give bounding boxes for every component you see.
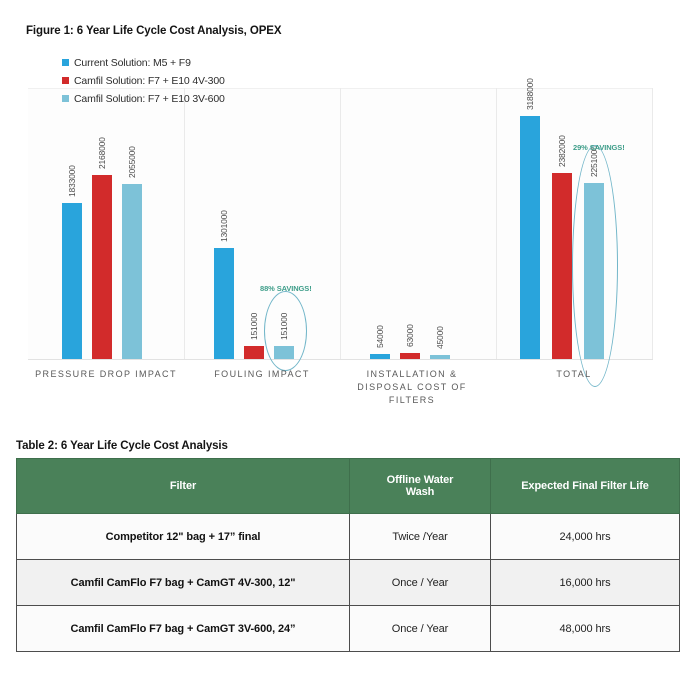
cell-filter: Camfil CamFlo F7 bag + CamGT 4V-300, 12" (16, 559, 350, 606)
cell-life: 16,000 hrs (490, 559, 680, 606)
cell-wash: Once / Year (349, 605, 491, 652)
cell-filter: Camfil CamFlo F7 bag + CamGT 3V-600, 24” (16, 605, 350, 652)
figure-section: Figure 1: 6 Year Life Cycle Cost Analysi… (26, 25, 653, 405)
legend-item: Camfil Solution: F7 + E10 3V-600 (62, 90, 225, 107)
cell-life: 48,000 hrs (490, 605, 680, 652)
column-header-line2: Wash (405, 486, 435, 498)
column-header-offline-water-wash: Offline Water Wash (349, 458, 491, 514)
table-row: Camfil CamFlo F7 bag + CamGT 4V-300, 12"… (16, 559, 680, 606)
legend-label: Camfil Solution: F7 + E10 4V-300 (74, 74, 225, 87)
bar-camfil-3v600 (584, 183, 604, 359)
bar-value-label: 63000 (405, 324, 415, 347)
bar-camfil-4v300 (552, 173, 572, 359)
plot-separator (652, 88, 653, 360)
bar-value-label: 2055000 (127, 146, 137, 178)
bar-group-pressure-drop: 1833000 2168000 2055000 (28, 88, 184, 359)
bar-group-total: 3188000 2382000 2251000 29% SAVINGS! (496, 78, 652, 387)
cell-wash: Twice /Year (349, 513, 491, 560)
column-header-expected-final-filter-life: Expected Final Filter Life (490, 458, 680, 514)
bar-group-fouling: 1301000 151000 151000 88% SAVINGS! (184, 88, 340, 371)
column-header-line1: Offline Water (386, 474, 454, 486)
legend-swatch-icon (62, 77, 69, 84)
bar-camfil-3v600 (274, 346, 294, 359)
bar-camfil-3v600 (430, 355, 450, 359)
category-label-fouling: FOULING IMPACT (214, 369, 310, 379)
plot-separator (340, 88, 341, 360)
bar-current-solution (520, 116, 540, 359)
bar-camfil-4v300 (244, 346, 264, 359)
category-label-pressure-drop: PRESSURE DROP IMPACT (35, 369, 177, 379)
x-axis-line (28, 359, 653, 360)
category-label-installation: INSTALLATION & DISPOSAL COST OF FILTERS (357, 369, 467, 405)
bar-value-label: 45000 (435, 326, 445, 349)
bar-current-solution (62, 203, 82, 359)
table-title: Table 2: 6 Year Life Cycle Cost Analysis (16, 440, 228, 452)
legend-label: Current Solution: M5 + F9 (74, 56, 191, 69)
bar-value-label: 2168000 (97, 137, 107, 169)
bar-camfil-4v300 (92, 175, 112, 359)
bar-value-label: 151000 (279, 312, 289, 340)
bar-camfil-4v300 (400, 353, 420, 359)
category-label-total: TOTAL (556, 369, 592, 379)
cell-life: 24,000 hrs (490, 513, 680, 560)
bar-current-solution (214, 248, 234, 359)
bar-group-installation-disposal: 54000 63000 45000 (340, 88, 496, 359)
bar-value-label: 54000 (375, 325, 385, 348)
figure-title: Figure 1: 6 Year Life Cycle Cost Analysi… (26, 25, 282, 37)
table-header-row: Filter Offline Water Wash Expected Final… (16, 458, 680, 514)
legend-item: Camfil Solution: F7 + E10 4V-300 (62, 72, 225, 89)
legend-swatch-icon (62, 59, 69, 66)
table-row: Camfil CamFlo F7 bag + CamGT 3V-600, 24”… (16, 605, 680, 652)
bar-camfil-3v600 (122, 184, 142, 359)
cost-analysis-table: Filter Offline Water Wash Expected Final… (16, 458, 680, 652)
plot-separator (496, 88, 497, 360)
cell-wash: Once / Year (349, 559, 491, 606)
bar-value-label: 2382000 (557, 135, 567, 167)
column-header-filter: Filter (16, 458, 350, 514)
legend-swatch-icon (62, 95, 69, 102)
chart-legend: Current Solution: M5 + F9 Camfil Solutio… (62, 54, 225, 108)
table-row: Competitor 12" bag + 17” final Twice /Ye… (16, 513, 680, 560)
bar-value-label: 151000 (249, 312, 259, 340)
chart-plot-area: 1833000 2168000 2055000 1301000 151000 (28, 78, 653, 387)
legend-label: Camfil Solution: F7 + E10 3V-600 (74, 92, 225, 105)
plot-separator (184, 88, 185, 360)
legend-item: Current Solution: M5 + F9 (62, 54, 225, 71)
bar-value-label: 1833000 (67, 165, 77, 197)
cell-filter: Competitor 12" bag + 17” final (16, 513, 350, 560)
bar-value-label: 3188000 (525, 78, 535, 110)
savings-annotation: 88% SAVINGS! (260, 284, 312, 293)
bar-current-solution (370, 354, 390, 359)
savings-annotation: 29% SAVINGS! (573, 143, 625, 152)
bar-value-label: 1301000 (219, 210, 229, 242)
